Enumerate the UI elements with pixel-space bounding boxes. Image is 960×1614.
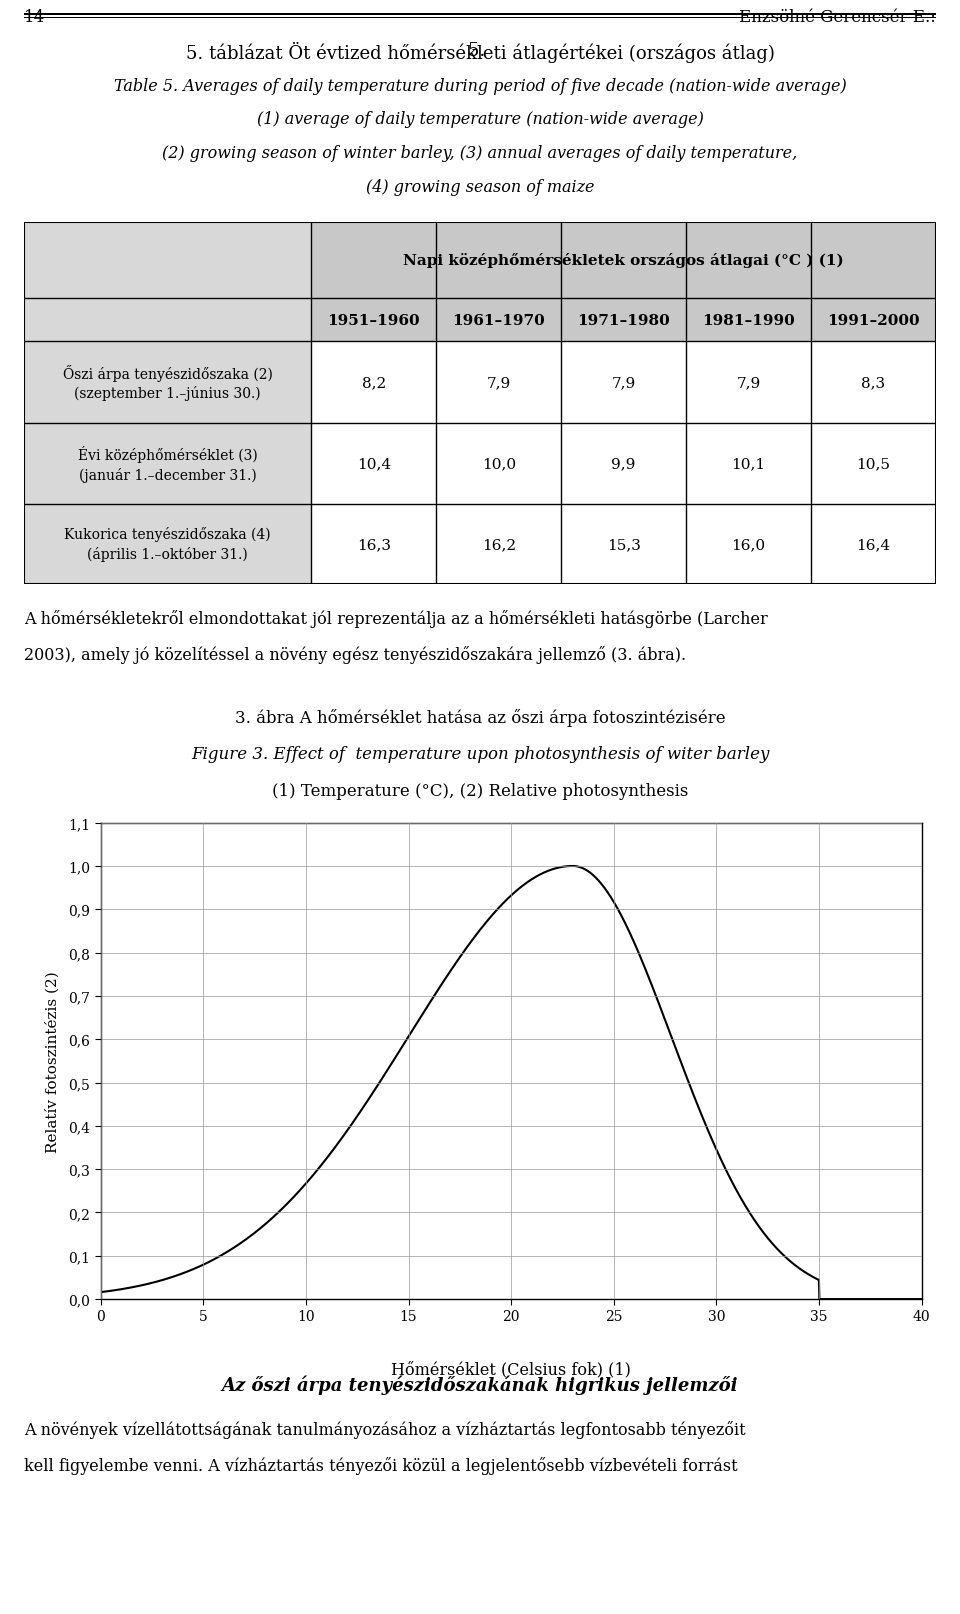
Text: Table 5. Averages of daily temperature during period of five decade (nation-wide: Table 5. Averages of daily temperature d… bbox=[113, 77, 847, 95]
Text: Őszi árpa tenyészidőszaka (2)
(szeptember 1.–június 30.): Őszi árpa tenyészidőszaka (2) (szeptembe… bbox=[62, 365, 273, 402]
Text: 1961–1970: 1961–1970 bbox=[452, 313, 545, 328]
Text: 7,9: 7,9 bbox=[487, 376, 511, 389]
Text: 16,0: 16,0 bbox=[732, 537, 766, 552]
Text: 3. ábra A hőmérséklet hatása az őszi árpa fotoszintézisére: 3. ábra A hőmérséklet hatása az őszi árp… bbox=[234, 709, 726, 726]
Text: (2) growing season of winter barley, (3) annual averages of daily temperature,: (2) growing season of winter barley, (3)… bbox=[162, 145, 798, 163]
Text: (1) average of daily temperature (nation-wide average): (1) average of daily temperature (nation… bbox=[256, 111, 704, 129]
Text: 15,3: 15,3 bbox=[607, 537, 640, 552]
Text: 5.: 5. bbox=[468, 42, 492, 60]
Text: A növények vízellátottságának tanulmányozásához a vízháztartás legfontosabb tény: A növények vízellátottságának tanulmányo… bbox=[24, 1420, 746, 1438]
Text: (4) growing season of maize: (4) growing season of maize bbox=[366, 179, 594, 197]
Text: Figure 3. Effect of  temperature upon photosynthesis of witer barley: Figure 3. Effect of temperature upon pho… bbox=[191, 746, 769, 763]
Text: A hőmérsékletekről elmondottakat jól reprezentálja az a hőmérsékleti hatásgörbe : A hőmérsékletekről elmondottakat jól rep… bbox=[24, 610, 768, 628]
Bar bbox=[311, 223, 936, 299]
Text: Évi középhőmérséklet (3)
(január 1.–december 31.): Évi középhőmérséklet (3) (január 1.–dece… bbox=[78, 445, 257, 483]
Text: 1951–1960: 1951–1960 bbox=[327, 313, 420, 328]
Bar bbox=[311, 423, 936, 505]
Text: 7,9: 7,9 bbox=[612, 376, 636, 389]
Text: 2003), amely jó közelítéssel a növény egész tenyészidőszakára jellemző (3. ábra): 2003), amely jó közelítéssel a növény eg… bbox=[24, 646, 686, 663]
Text: 16,3: 16,3 bbox=[357, 537, 391, 552]
Bar bbox=[311, 505, 936, 584]
Text: 1981–1990: 1981–1990 bbox=[702, 313, 795, 328]
Text: 8,3: 8,3 bbox=[861, 376, 885, 389]
Text: Enzsölné Gerencsér E.:: Enzsölné Gerencsér E.: bbox=[739, 10, 936, 26]
Text: 5. táblázat Öt évtized hőmérsékleti átlagértékei (országos átlag): 5. táblázat Öt évtized hőmérsékleti átla… bbox=[185, 42, 775, 63]
Text: 16,2: 16,2 bbox=[482, 537, 516, 552]
Text: 7,9: 7,9 bbox=[736, 376, 760, 389]
Text: 16,4: 16,4 bbox=[856, 537, 891, 552]
Text: 10,4: 10,4 bbox=[357, 457, 391, 471]
Text: 10,0: 10,0 bbox=[482, 457, 516, 471]
Text: 1971–1980: 1971–1980 bbox=[577, 313, 670, 328]
Bar bbox=[311, 299, 936, 342]
Text: (1) Temperature (°C), (2) Relative photosynthesis: (1) Temperature (°C), (2) Relative photo… bbox=[272, 783, 688, 801]
Text: 1991–2000: 1991–2000 bbox=[828, 313, 920, 328]
Text: 9,9: 9,9 bbox=[612, 457, 636, 471]
Text: Hőmérséklet (Celsius fok) (1): Hőmérséklet (Celsius fok) (1) bbox=[392, 1361, 631, 1378]
Text: 10,5: 10,5 bbox=[856, 457, 891, 471]
Y-axis label: Relatív fotoszintézis (2): Relatív fotoszintézis (2) bbox=[45, 970, 60, 1152]
Text: 14: 14 bbox=[24, 10, 45, 26]
Text: 10,1: 10,1 bbox=[732, 457, 766, 471]
Text: Kukorica tenyészidőszaka (4)
(április 1.–október 31.): Kukorica tenyészidőszaka (4) (április 1.… bbox=[64, 528, 271, 562]
Text: kell figyelembe venni. A vízháztartás tényezői közül a legjelentősebb vízbevétel: kell figyelembe venni. A vízháztartás té… bbox=[24, 1456, 737, 1474]
Bar bbox=[311, 342, 936, 423]
Text: Napi középhőmérsékletek országos átlagai (°C ) (1): Napi középhőmérsékletek országos átlagai… bbox=[403, 253, 844, 268]
Text: 8,2: 8,2 bbox=[362, 376, 386, 389]
Bar bbox=[24, 223, 311, 584]
Text: Az őszi árpa tenyészidőszakának higrikus jellemzői: Az őszi árpa tenyészidőszakának higrikus… bbox=[222, 1375, 738, 1394]
Bar bbox=[24, 15, 936, 16]
